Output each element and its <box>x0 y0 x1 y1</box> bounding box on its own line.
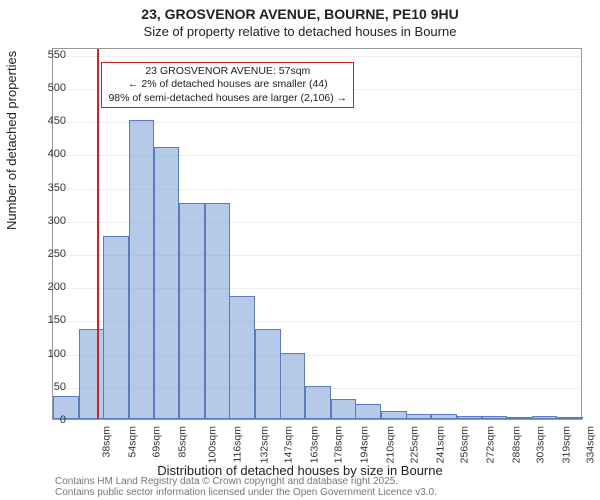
y-tick-label: 250 <box>26 248 66 260</box>
x-tick-label: 38sqm <box>100 426 112 458</box>
y-tick-label: 450 <box>26 115 66 127</box>
bar <box>103 236 128 419</box>
x-tick-label: 241sqm <box>434 426 446 463</box>
y-tick-label: 200 <box>26 281 66 293</box>
x-tick-label: 334sqm <box>585 426 597 463</box>
footer-line1: Contains HM Land Registry data © Crown c… <box>55 476 437 487</box>
footer-line2: Contains public sector information licen… <box>55 487 437 498</box>
bar <box>280 353 305 419</box>
bar <box>406 414 431 419</box>
bar <box>532 416 557 419</box>
bar <box>305 386 330 419</box>
annotation-box: 23 GROSVENOR AVENUE: 57sqm← 2% of detach… <box>101 62 354 107</box>
bar <box>79 329 104 419</box>
x-tick-label: 132sqm <box>258 426 270 463</box>
plot-inner: 23 GROSVENOR AVENUE: 57sqm← 2% of detach… <box>52 48 582 420</box>
bar <box>205 203 230 419</box>
bar <box>431 414 456 419</box>
annotation-line: ← 2% of detached houses are smaller (44) <box>108 78 347 91</box>
bar <box>482 416 507 419</box>
footer: Contains HM Land Registry data © Crown c… <box>55 476 437 498</box>
x-tick-label: 178sqm <box>333 426 345 463</box>
x-tick-label: 163sqm <box>308 426 320 463</box>
chart-title: 23, GROSVENOR AVENUE, BOURNE, PE10 9HU <box>0 0 600 22</box>
x-tick-label: 303sqm <box>534 426 546 463</box>
y-tick-label: 500 <box>26 82 66 94</box>
x-tick-label: 69sqm <box>151 426 163 458</box>
x-tick-label: 319sqm <box>560 426 572 463</box>
y-tick-label: 150 <box>26 314 66 326</box>
bar <box>179 203 204 419</box>
bar <box>229 296 254 419</box>
bar <box>557 417 582 419</box>
y-axis-label: Number of detached properties <box>4 51 19 230</box>
plot-area: 23 GROSVENOR AVENUE: 57sqm← 2% of detach… <box>52 48 582 420</box>
y-tick-label: 350 <box>26 182 66 194</box>
y-tick-label: 100 <box>26 348 66 360</box>
x-tick-label: 100sqm <box>206 426 218 463</box>
x-tick-label: 116sqm <box>232 426 244 463</box>
y-tick-label: 0 <box>26 414 66 426</box>
x-tick-label: 194sqm <box>358 426 370 463</box>
chart-container: 23, GROSVENOR AVENUE, BOURNE, PE10 9HU S… <box>0 0 600 500</box>
marker-line <box>97 49 99 419</box>
bar <box>355 404 380 419</box>
bar <box>457 416 482 419</box>
x-tick-label: 210sqm <box>384 426 396 463</box>
bar <box>129 120 154 419</box>
bar <box>255 329 280 419</box>
chart-subtitle: Size of property relative to detached ho… <box>0 24 600 39</box>
x-tick-label: 54sqm <box>126 426 138 458</box>
annotation-line: 23 GROSVENOR AVENUE: 57sqm <box>108 65 347 78</box>
bar <box>507 417 532 419</box>
gridline <box>53 56 581 57</box>
x-tick-label: 85sqm <box>176 426 188 458</box>
y-tick-label: 50 <box>26 381 66 393</box>
x-tick-label: 272sqm <box>484 426 496 463</box>
x-tick-label: 225sqm <box>408 426 420 463</box>
bar <box>381 411 406 419</box>
x-tick-label: 288sqm <box>510 426 522 463</box>
y-tick-label: 300 <box>26 215 66 227</box>
annotation-line: 98% of semi-detached houses are larger (… <box>108 92 347 105</box>
y-tick-label: 400 <box>26 148 66 160</box>
bar <box>154 147 179 419</box>
x-tick-label: 147sqm <box>282 426 294 463</box>
y-tick-label: 550 <box>26 49 66 61</box>
x-tick-label: 256sqm <box>459 426 471 463</box>
bar <box>331 399 356 419</box>
